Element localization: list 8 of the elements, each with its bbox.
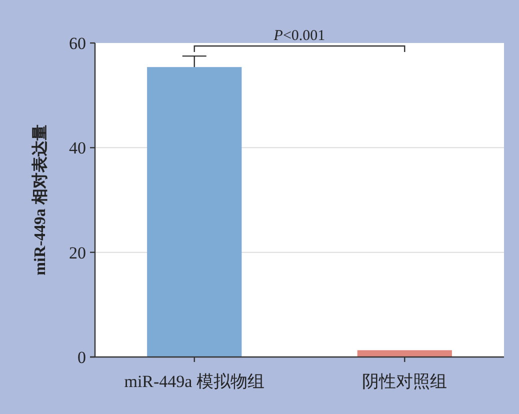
y-tick-label: 60 — [69, 34, 86, 53]
y-tick-label: 0 — [78, 348, 86, 367]
x-tick-label: 阴性对照组 — [362, 372, 448, 391]
annotation: P<0.001 — [272, 28, 326, 44]
y-axis-title: miR-449a 相对表达量 — [31, 124, 49, 276]
y-tick-label: 40 — [69, 138, 86, 158]
x-tick-label: miR-449a 模拟物组 — [124, 372, 264, 391]
y-tick-label: 20 — [69, 243, 86, 262]
